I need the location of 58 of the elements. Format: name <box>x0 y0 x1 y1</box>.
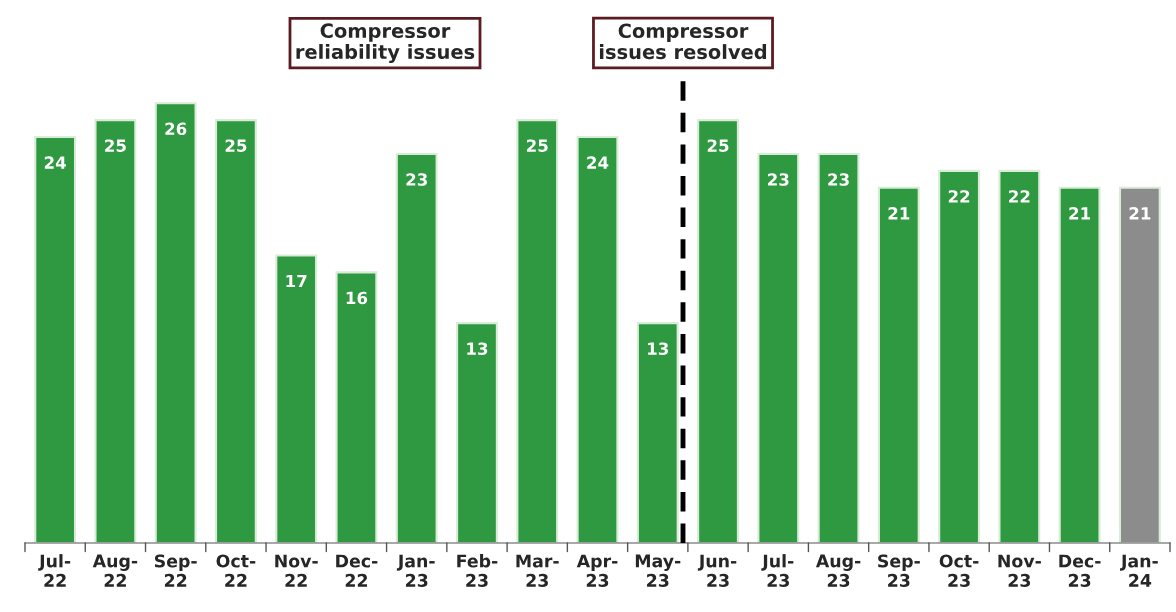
data-label: 23 <box>406 173 427 186</box>
x-tick-label: Dec- 23 <box>1059 554 1101 587</box>
text: Compressor issues resolved <box>599 23 767 60</box>
bar <box>154 102 197 543</box>
data-label: 13 <box>648 342 669 355</box>
data-label: 25 <box>526 139 548 152</box>
bar <box>1058 186 1101 543</box>
data-label: 25 <box>707 139 729 152</box>
x-tick-label: Sep- 22 <box>154 554 197 587</box>
data-label: 23 <box>828 173 849 186</box>
data-label: 26 <box>165 122 187 136</box>
bar <box>697 119 739 543</box>
bar <box>94 119 137 543</box>
data-label: 25 <box>105 139 126 152</box>
x-tick-label: Jan- 24 <box>1120 554 1158 587</box>
x-tick-label: Oct- 22 <box>216 554 256 587</box>
x-tick-label: Sep- 23 <box>878 554 920 587</box>
bar <box>576 135 619 543</box>
bar <box>817 152 860 543</box>
bar <box>214 119 257 543</box>
data-label: 22 <box>1009 190 1030 203</box>
data-label: 23 <box>768 173 789 186</box>
data-label: 21 <box>1129 207 1151 220</box>
bar <box>456 322 498 543</box>
x-tick-label: Nov- 22 <box>275 554 318 587</box>
data-label: 21 <box>888 207 910 220</box>
data-label: 24 <box>587 156 609 169</box>
bar <box>275 254 318 543</box>
data-label: 13 <box>467 342 488 355</box>
x-tick-label: Apr- 23 <box>576 554 618 587</box>
bar <box>516 119 559 543</box>
bar <box>335 271 378 543</box>
data-label: 16 <box>346 291 368 305</box>
bar <box>1118 186 1161 543</box>
x-tick-label: Dec- 22 <box>336 554 378 587</box>
text: Compressor reliability issues <box>296 23 475 63</box>
bar <box>757 152 800 543</box>
x-tick-label: May- 23 <box>635 554 681 587</box>
x-tick-label: Jul- 22 <box>38 554 71 587</box>
x-tick-label: Aug- 22 <box>92 554 138 587</box>
x-tick-label: Nov- 23 <box>998 554 1041 587</box>
x-tick-label: Jun- 23 <box>697 554 737 587</box>
data-label: 21 <box>1069 207 1091 220</box>
x-tick-label: Jul- 23 <box>761 554 794 587</box>
bar <box>877 186 920 543</box>
x-tick-label: Jan- 23 <box>396 554 435 587</box>
x-tick-label: Feb- 23 <box>457 554 498 587</box>
data-label: 17 <box>286 274 307 288</box>
x-tick-label: Oct- 23 <box>939 554 979 587</box>
bar <box>998 169 1041 543</box>
bar <box>938 169 981 543</box>
data-label: 25 <box>225 139 247 152</box>
bar <box>34 135 77 543</box>
bar <box>395 152 438 543</box>
data-label: 22 <box>948 190 970 203</box>
data-label: 24 <box>44 156 66 169</box>
x-tick-label: Aug- 23 <box>815 554 861 587</box>
x-tick-label: Mar- 23 <box>516 554 559 587</box>
